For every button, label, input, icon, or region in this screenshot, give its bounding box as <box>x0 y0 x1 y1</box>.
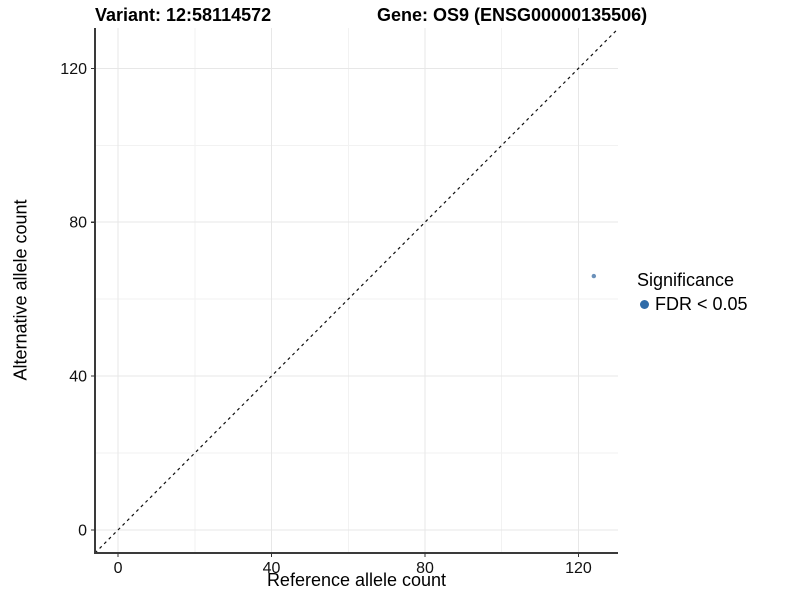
x-tick-label: 0 <box>114 560 123 577</box>
x-tick-label: 120 <box>565 560 592 577</box>
legend-item-label: FDR < 0.05 <box>655 294 748 314</box>
legend: Significance FDR < 0.05 <box>637 269 748 315</box>
gene-title: Gene: OS9 (ENSG00000135506) <box>377 5 648 25</box>
x-tick-label: 80 <box>416 560 434 577</box>
x-tick-label: 40 <box>263 560 281 577</box>
legend-title: Significance <box>637 270 735 290</box>
y-tick-label: 80 <box>69 215 87 232</box>
y-axis-title: Alternative allele count <box>10 199 31 381</box>
legend-point-icon <box>640 300 649 309</box>
identity-dashed-line <box>94 28 619 554</box>
y-tick-label: 0 <box>78 522 87 539</box>
variant-title: Variant: 12:58114572 <box>95 5 272 25</box>
x-axis-title: Reference allele count <box>266 570 447 590</box>
y-tick-label: 120 <box>60 61 87 78</box>
y-tick-label: 40 <box>69 369 87 386</box>
data-point <box>591 273 597 279</box>
legend-item: FDR < 0.05 <box>637 294 748 315</box>
